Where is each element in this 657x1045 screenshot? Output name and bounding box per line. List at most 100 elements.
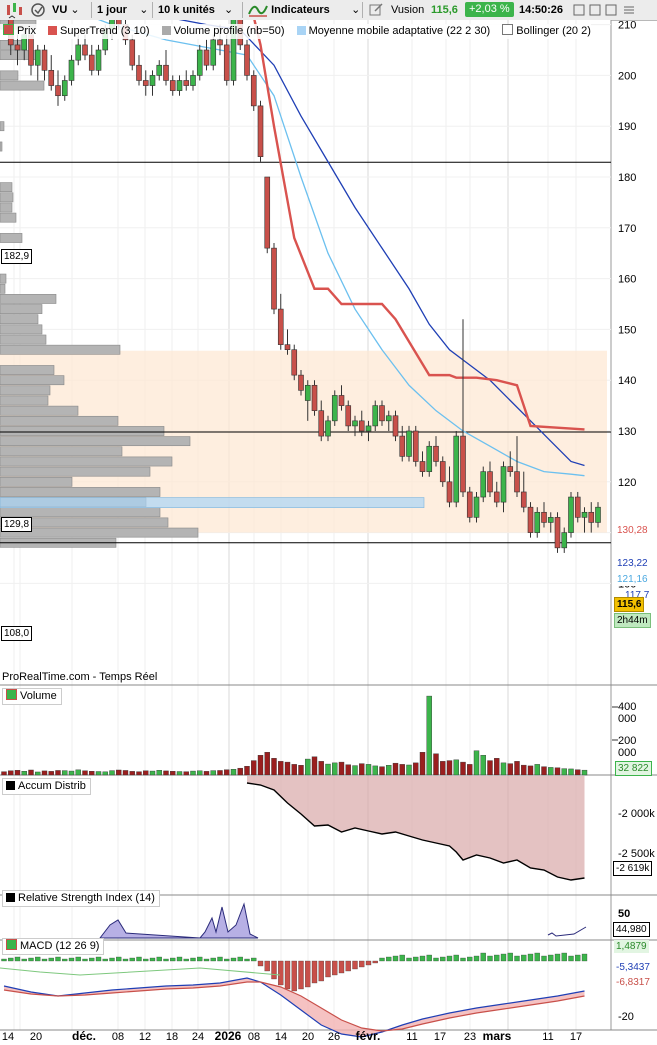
volume-bar <box>406 764 412 776</box>
volume-bar <box>446 760 453 776</box>
volume-bar <box>298 765 304 776</box>
indicators-icon <box>248 5 268 17</box>
candle-body <box>439 461 446 483</box>
volume-bar <box>62 770 68 776</box>
candle-body <box>345 405 352 427</box>
price-axis-label: 160 <box>618 274 636 286</box>
volume-bar <box>129 771 135 776</box>
macd-histogram-bar <box>89 957 95 962</box>
x-axis-label: 17 <box>434 1031 446 1043</box>
volume-bar <box>257 755 264 776</box>
volume-title[interactable]: Volume <box>2 688 62 705</box>
candle-body <box>554 517 561 549</box>
volume-bar <box>521 764 527 776</box>
level-high-tag: 182,9 <box>1 249 33 264</box>
candle-body <box>244 44 250 76</box>
x-axis-label: 14 <box>2 1031 14 1043</box>
macd-hist-tag: 1,4879 <box>614 940 649 953</box>
price-chart[interactable]: 2302202102001901801701601501401301201101… <box>0 20 657 1045</box>
volume-profile-bar <box>0 365 55 375</box>
x-axis-label: 17 <box>570 1031 582 1043</box>
volume-bar <box>500 762 507 776</box>
candle-body <box>190 75 196 86</box>
candle-body <box>95 49 102 71</box>
volume-bar <box>230 769 237 776</box>
hidden-price-tag: 117,7 <box>625 590 650 601</box>
macd-histogram-bar <box>217 956 223 962</box>
legend-mma[interactable]: Moyenne mobile adaptative (22 2 30) <box>294 25 490 37</box>
candle-body <box>419 461 426 472</box>
macd-title[interactable]: MACD (12 26 9) <box>2 938 105 955</box>
volume-bar <box>291 764 297 776</box>
volume-bar <box>55 770 61 776</box>
volume-bar <box>440 761 446 776</box>
toolbar-menu-icon[interactable] <box>572 0 646 20</box>
candle-body <box>284 344 291 351</box>
volume-bar <box>116 769 122 776</box>
macd-histogram-bar <box>284 960 291 990</box>
volume-bar <box>311 756 318 776</box>
candle-body <box>271 247 277 310</box>
candle-body <box>169 80 176 91</box>
macd-histogram-bar <box>1 958 7 962</box>
candle-body <box>527 506 534 533</box>
volume-bar <box>453 759 459 776</box>
macd-histogram-bar <box>500 953 507 962</box>
candle-body <box>412 430 419 462</box>
x-axis-label: 08 <box>112 1031 124 1043</box>
units-selector[interactable]: 10 k unités ⌄ <box>158 4 234 16</box>
volume-profile-bar <box>0 212 17 223</box>
x-axis-label: 2026 <box>215 1029 242 1043</box>
x-axis-label: mars <box>483 1029 512 1043</box>
macd-histogram-bar <box>325 960 331 978</box>
chevron-down-icon: ⌄ <box>351 4 361 16</box>
edit-icon[interactable] <box>368 0 384 20</box>
volume-profile-bar <box>0 517 169 528</box>
volume-profile-bar <box>0 294 57 304</box>
volume-profile-bar <box>0 456 173 467</box>
last-price: 115,6 <box>431 4 458 16</box>
macd-histogram-bar <box>129 957 135 962</box>
volume-profile-bar <box>0 70 19 81</box>
indicators-button[interactable]: Indicateurs ⌄ <box>248 0 360 20</box>
symbol-selector[interactable]: VU ⌄ <box>52 4 80 16</box>
candle-body <box>446 481 453 503</box>
period-selector[interactable]: 1 jour ⌄ <box>97 4 149 16</box>
legend-volume-profile[interactable]: Volume profile (nb=50) <box>159 25 285 37</box>
chevron-down-icon: ⌄ <box>224 4 234 16</box>
legend-prix[interactable]: Prix <box>0 24 36 37</box>
candle-body <box>230 20 237 81</box>
macd-histogram-bar <box>244 958 250 962</box>
candle-body <box>28 34 34 66</box>
volume-profile-bar <box>0 385 51 396</box>
macd-histogram-bar <box>271 960 277 980</box>
accum-tick-2000k: -2 000k <box>618 808 655 820</box>
volume-bar <box>176 771 183 776</box>
accum-title[interactable]: Accum Distrib <box>2 778 91 795</box>
macd-histogram-bar <box>62 958 68 962</box>
volume-profile-bar <box>0 466 151 477</box>
macd-histogram-bar <box>372 960 378 964</box>
macd-histogram-bar <box>176 956 183 962</box>
legend-supertrend[interactable]: SuperTrend (3 10) <box>45 25 150 37</box>
chart-type-icon[interactable] <box>4 0 26 20</box>
macd-signal-tag: -6,8317 <box>614 976 652 989</box>
candle-body <box>520 491 527 508</box>
lock-icon[interactable] <box>30 0 46 20</box>
candle-body <box>196 49 203 76</box>
volume-bar <box>170 771 176 776</box>
volume-bar <box>183 771 189 776</box>
volume-bar <box>413 762 419 776</box>
volume-bar <box>136 771 142 776</box>
volume-bar <box>95 771 102 776</box>
volume-profile-bar <box>0 121 5 132</box>
candle-body <box>82 44 88 56</box>
legend-bollinger[interactable]: Bollinger (20 2) <box>499 24 591 37</box>
volume-bar <box>379 766 385 776</box>
rsi-title[interactable]: Relative Strength Index (14) <box>2 890 160 907</box>
volume-tick-400k: 400 000 <box>618 701 637 725</box>
candle-body <box>453 435 460 503</box>
macd-histogram-bar <box>183 958 189 962</box>
macd-histogram-bar <box>41 958 48 962</box>
macd-histogram-bar <box>392 955 399 962</box>
